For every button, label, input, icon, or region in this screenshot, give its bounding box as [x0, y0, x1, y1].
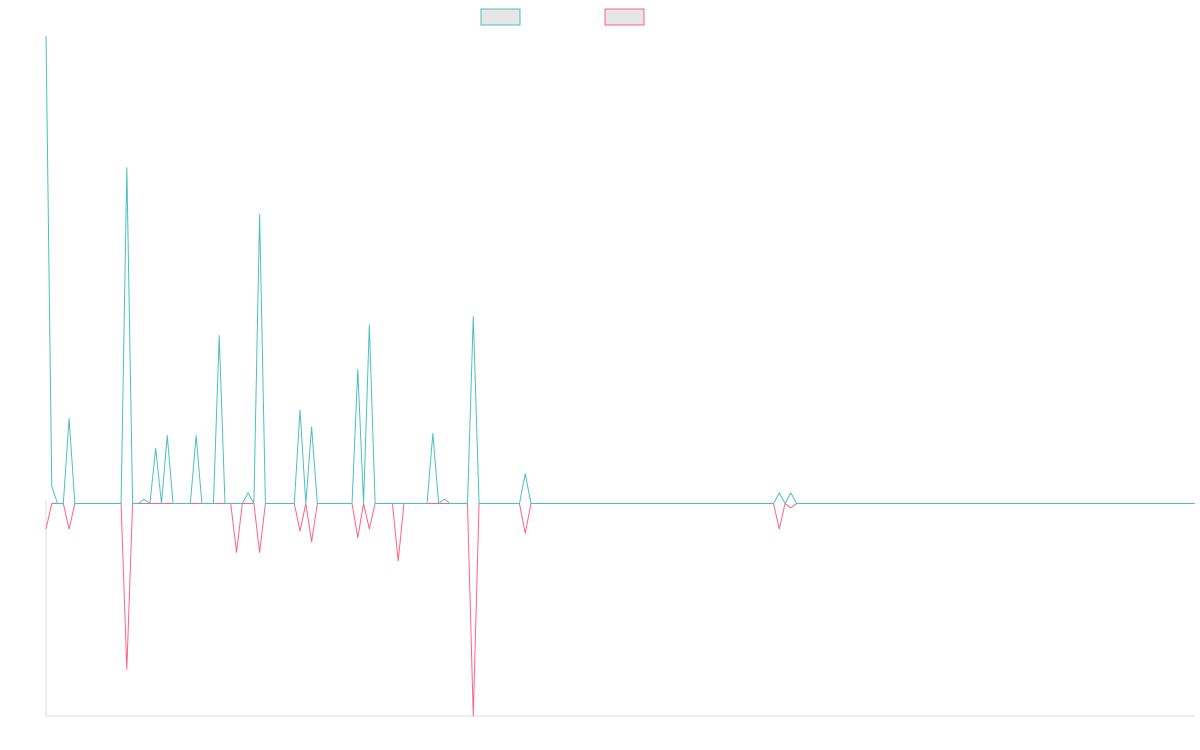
legend [480, 8, 645, 26]
legend-swatch-series-1[interactable] [480, 8, 521, 26]
chart-series [45, 35, 1195, 717]
series-line-2 [45, 503, 1195, 717]
legend-swatch-series-2[interactable] [604, 8, 645, 26]
series-line-1 [45, 35, 1195, 504]
chart-axes [45, 500, 1195, 717]
